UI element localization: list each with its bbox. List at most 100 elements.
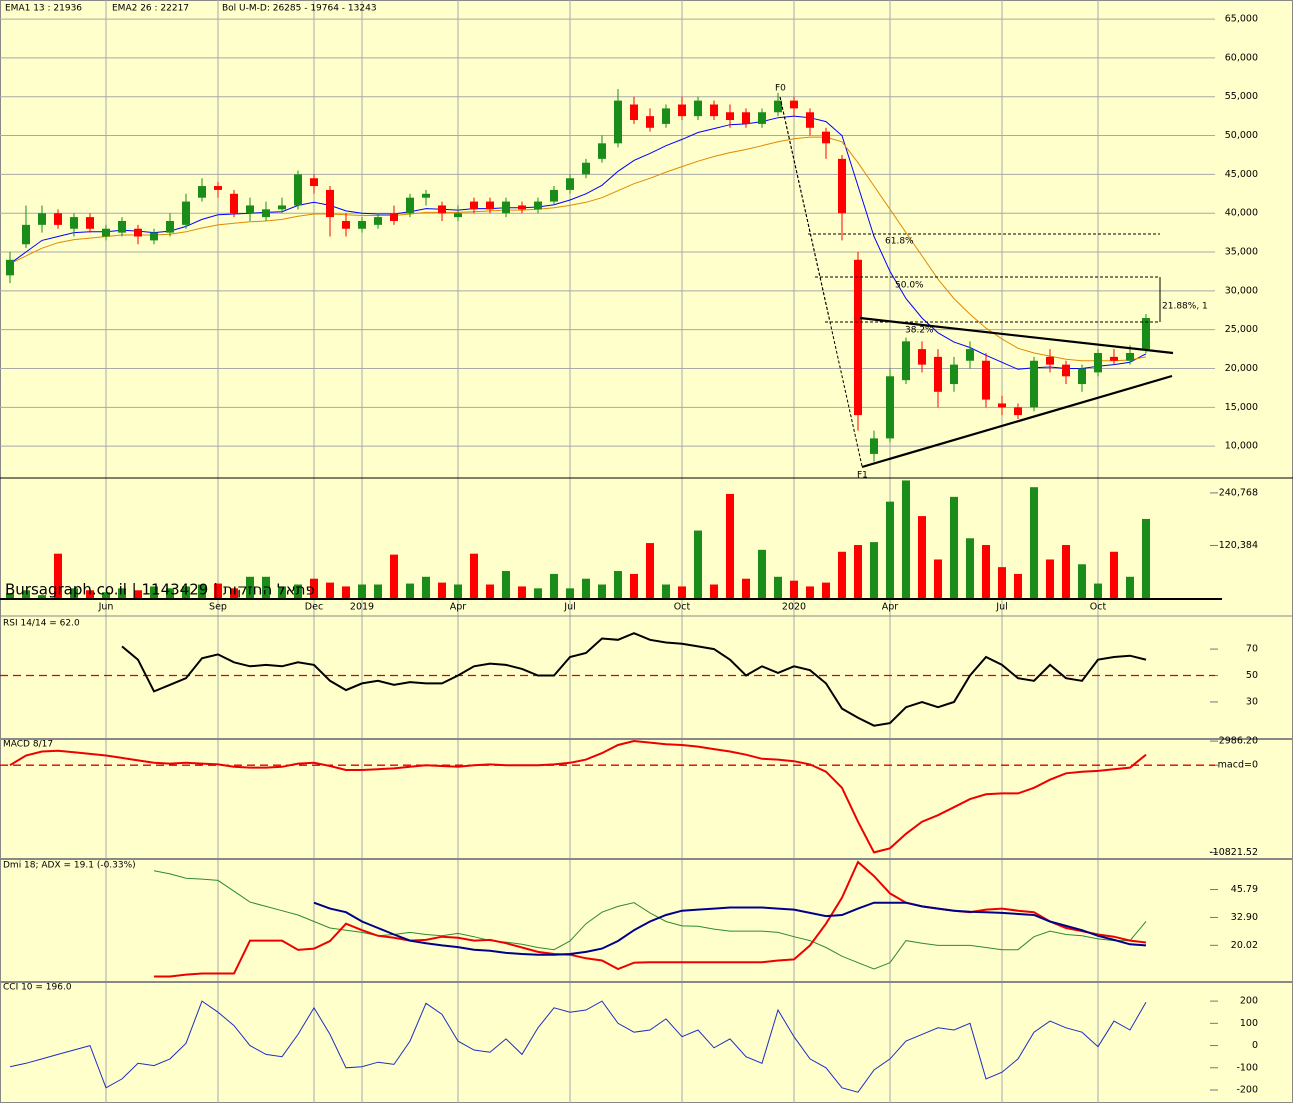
volume-bar — [566, 588, 574, 598]
volume-bar — [1126, 576, 1134, 598]
candle-body — [870, 438, 878, 454]
volume-bar — [326, 582, 334, 598]
y-tick-label: 32.90 — [1231, 912, 1258, 923]
candle-body — [198, 186, 206, 198]
candle-body — [582, 162, 590, 175]
volume-bar — [134, 590, 142, 598]
x-tick-label: Jun — [98, 602, 114, 613]
candle-body — [950, 364, 958, 385]
volume-bar — [1062, 545, 1070, 598]
volume-bar — [1014, 573, 1022, 598]
volume-bar — [406, 583, 414, 598]
volume-bar — [182, 586, 190, 598]
volume-bar — [998, 567, 1006, 598]
candle-body — [70, 217, 78, 229]
candle-body — [294, 174, 302, 206]
volume-bar — [294, 584, 302, 598]
panel-separators — [0, 477, 1293, 983]
volume-bar — [550, 573, 558, 598]
volume-bar — [342, 586, 350, 598]
fib-label: 50.0% — [895, 281, 924, 291]
candle-body — [502, 201, 510, 214]
volume-bar — [278, 586, 286, 598]
y-tick-label: 45,000 — [1225, 169, 1258, 180]
volume-bar — [630, 573, 638, 598]
candle-body — [806, 112, 814, 128]
volume-bar — [374, 584, 382, 598]
volume-bar — [710, 584, 718, 598]
volume-bar — [806, 586, 814, 598]
candle-body — [470, 201, 478, 210]
y-tick-label: 20,000 — [1225, 363, 1258, 374]
panel-title: RSI 14/14 = 62.0 — [3, 619, 80, 629]
volume-bar — [646, 543, 654, 598]
marks-layer: 10,000 15,000 20,000 25,000 30,000 35,000 40,0… — [3, 4, 1258, 1096]
candle-body — [342, 220, 350, 229]
candle-body — [646, 116, 654, 128]
volume-bar — [726, 493, 734, 598]
y-tick-label: 20.02 — [1231, 940, 1258, 951]
volume-bar — [950, 496, 958, 598]
watermark: Bursagraph.co.il | 1143429 | פתאל החזקות — [5, 581, 315, 599]
volume-bar — [1030, 487, 1038, 598]
y-tick-label: 50 — [1246, 670, 1258, 681]
volume-bar — [598, 584, 606, 598]
legend-entry: EMA2 26 : 22217 — [112, 4, 189, 14]
candle-body — [6, 259, 14, 276]
candle-body — [102, 228, 110, 237]
y-tick-label: 55,000 — [1225, 91, 1258, 102]
y-tick-label: 120,384 — [1219, 540, 1258, 551]
volume-bar — [118, 588, 126, 598]
volume-bar — [678, 586, 686, 598]
x-tick-label: Oct — [1090, 602, 1107, 613]
candle-body — [758, 112, 766, 124]
volume-bar — [582, 578, 590, 598]
volume-bar — [838, 551, 846, 598]
candle-body — [150, 232, 158, 241]
candle-body — [310, 178, 318, 187]
candle-body — [598, 143, 606, 159]
candle-body — [262, 209, 270, 218]
candle-body — [1142, 318, 1150, 350]
volume-bar — [870, 542, 878, 598]
candle-body — [454, 213, 462, 218]
candle-body — [182, 201, 190, 225]
trend-line — [861, 374, 1173, 469]
volume-bar — [422, 576, 430, 598]
volume-bar — [22, 590, 30, 598]
volume-bar — [918, 516, 926, 598]
candle-body — [694, 100, 702, 117]
series-line — [154, 860, 1147, 978]
y-tick-label: 45.79 — [1231, 884, 1258, 895]
candle-body — [710, 104, 718, 117]
volume-bar — [198, 584, 206, 598]
series-line — [9, 115, 1147, 370]
candle-body — [134, 228, 142, 237]
volume-bar — [774, 576, 782, 598]
candle-body — [1014, 407, 1022, 416]
candle-body — [854, 259, 862, 416]
drawing-overlay: 61.8% 50.0% 38.2% F0 F1 21.88%, 1 Bol U-… — [5, 4, 1208, 599]
volume-bar — [614, 571, 622, 598]
candle-body — [614, 100, 622, 144]
volume-bar — [390, 554, 398, 598]
volume-bar — [822, 582, 830, 598]
volume-bar — [742, 578, 750, 598]
y-tick-label: 60,000 — [1225, 52, 1258, 63]
y-tick-label: 70 — [1246, 644, 1258, 655]
candle-body — [1062, 364, 1070, 377]
volume-bar — [662, 584, 670, 598]
y-tick-label: 65,000 — [1225, 14, 1258, 25]
volume-bar — [454, 584, 462, 598]
fib-diagonal — [779, 96, 831, 323]
candle-body — [518, 205, 526, 210]
bollinger-legend: Bol U-M-D: 26285 - 19764 - 13243 — [222, 4, 377, 14]
candle-body — [22, 224, 30, 245]
series-line — [313, 901, 1147, 956]
candle-body — [1126, 352, 1134, 361]
volume-bar — [934, 559, 942, 598]
y-tick-label: macd=0 — [1218, 760, 1258, 771]
volume-bar — [470, 553, 478, 598]
candle-body — [982, 360, 990, 400]
volume-bar — [70, 588, 78, 598]
